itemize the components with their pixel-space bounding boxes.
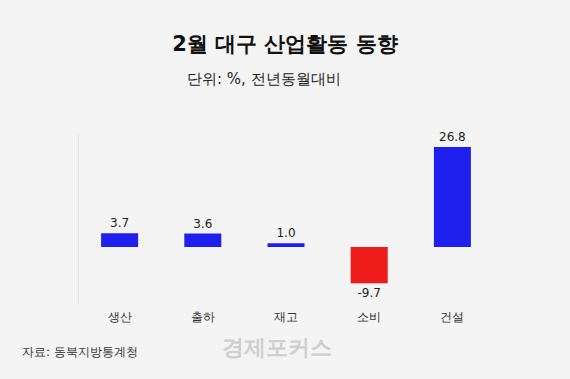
- svg-text:26.8: 26.8: [439, 130, 466, 144]
- svg-text:3.6: 3.6: [193, 217, 212, 231]
- svg-text:출하: 출하: [191, 310, 215, 324]
- svg-text:건설: 건설: [440, 310, 464, 324]
- svg-text:단위: %, 전년동월대비: 단위: %, 전년동월대비: [187, 70, 341, 88]
- svg-text:자료: 동북지방통계청: 자료: 동북지방통계청: [22, 345, 138, 359]
- svg-text:1.0: 1.0: [276, 226, 295, 240]
- svg-text:생산: 생산: [108, 310, 132, 324]
- svg-text:-9.7: -9.7: [357, 286, 380, 300]
- svg-text:재고: 재고: [274, 310, 298, 324]
- svg-text:소비: 소비: [357, 310, 381, 324]
- svg-text:2월 대구 산업활동 동향: 2월 대구 산업활동 동향: [172, 32, 398, 56]
- svg-text:경제포커스: 경제포커스: [222, 335, 332, 360]
- svg-text:3.7: 3.7: [110, 216, 129, 230]
